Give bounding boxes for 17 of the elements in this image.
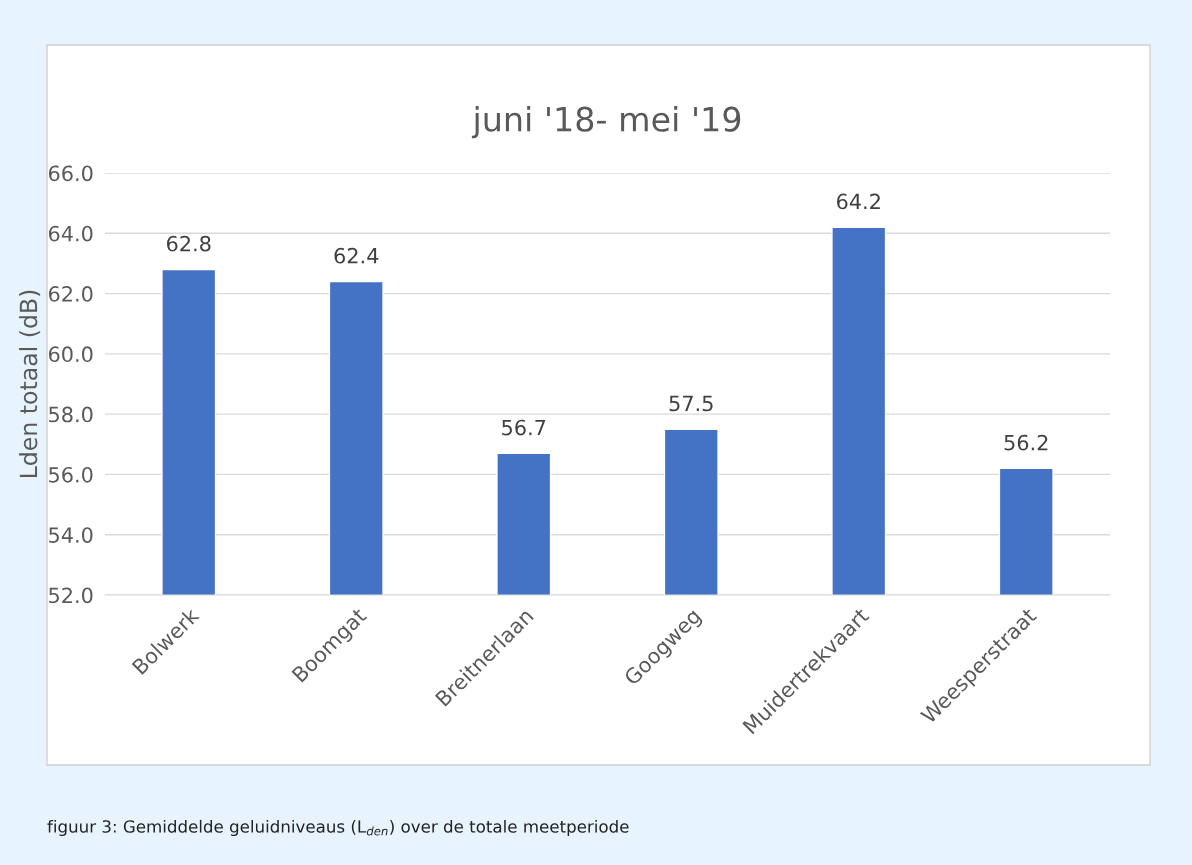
data-label: 56.2: [1004, 434, 1048, 451]
data-label: 62.4: [334, 247, 379, 264]
data-label: 57.5: [669, 395, 713, 412]
y-tick-label: 60.0: [48, 346, 93, 363]
y-tick-label: 58.0: [49, 406, 93, 423]
y-tick-label: 66.0: [48, 165, 93, 182]
y-axis-title: Lden totaal (dB): [19, 290, 41, 478]
data-label: 62.8: [167, 235, 211, 252]
chart-title: juni '18- mei '19: [471, 106, 741, 139]
y-tick-label: 52.0: [49, 587, 93, 604]
y-tick-label: 56.0: [49, 466, 93, 483]
y-tick-label: 62.0: [48, 286, 93, 302]
data-label: 64.2: [837, 193, 880, 210]
y-tick-label: 54.0: [49, 527, 93, 543]
text: figuur 3: Gemiddelde geluidniveaus (L$_{den}$) over de totale meetperiode: [47, 819, 629, 837]
y-tick-label: 64.0: [48, 225, 93, 242]
data-label: 56.7: [502, 419, 546, 436]
